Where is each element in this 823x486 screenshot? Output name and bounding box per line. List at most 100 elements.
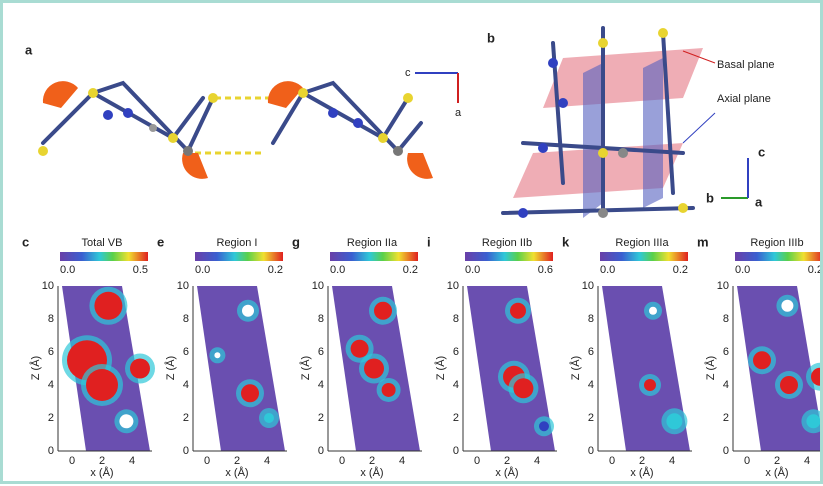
density-blob: [351, 340, 369, 358]
density-blob: [510, 303, 526, 319]
panel-letter: a: [25, 42, 33, 57]
density-blob: [644, 379, 656, 391]
x-tick-label: 0: [609, 455, 615, 467]
density-blob: [374, 302, 392, 320]
x-tick-label: 0: [744, 455, 750, 467]
z-tick-label: 0: [453, 445, 459, 457]
z-tick-label: 10: [447, 280, 459, 292]
x-axis-label: x (Å): [630, 466, 653, 479]
z-axis-label: Z (Å): [704, 356, 717, 380]
chain-structure: [38, 81, 433, 179]
density-blob: [781, 300, 793, 312]
density-blob: [86, 369, 118, 401]
density-blob: [513, 378, 533, 398]
z-tick-label: 4: [183, 379, 189, 391]
plane-label: Axial plane: [717, 93, 771, 105]
density-blob: [649, 307, 657, 315]
panel-letter: i: [427, 234, 431, 249]
scale-label: 0.0: [330, 264, 345, 276]
colorbar: [60, 252, 148, 261]
colorbar: [195, 252, 283, 261]
density-blob: [539, 421, 549, 431]
z-axis-label: Z (Å): [164, 356, 177, 380]
axis-label: a: [755, 194, 763, 209]
axis-label: a: [455, 107, 462, 119]
pointer: [683, 113, 715, 143]
density-blob: [382, 383, 396, 397]
z-tick-label: 6: [588, 346, 594, 358]
z-tick-label: 8: [318, 313, 324, 325]
z-tick-label: 6: [48, 346, 54, 358]
z-tick-label: 2: [453, 412, 459, 424]
colorbar: [735, 252, 820, 261]
z-tick-label: 8: [588, 313, 594, 325]
density-blob: [119, 414, 133, 428]
x-tick-label: 2: [234, 455, 240, 467]
axis-label: b: [706, 190, 714, 205]
z-tick-label: 10: [312, 280, 324, 292]
scale-label: 0.2: [403, 264, 418, 276]
z-tick-label: 6: [318, 346, 324, 358]
scale-label: 0.5: [133, 264, 148, 276]
axis-label: c: [405, 67, 411, 79]
z-tick-label: 6: [183, 346, 189, 358]
x-tick-label: 0: [339, 455, 345, 467]
density-blob: [94, 292, 122, 320]
x-tick-label: 4: [399, 455, 405, 467]
x-tick-label: 2: [99, 455, 105, 467]
density-blob: [666, 413, 682, 429]
z-tick-label: 10: [177, 280, 189, 292]
panel-letter: m: [697, 234, 709, 249]
z-tick-label: 10: [717, 280, 729, 292]
colorbar: [600, 252, 688, 261]
colorbar: [330, 252, 418, 261]
density-blob: [753, 351, 771, 369]
panel-letter: c: [22, 234, 29, 249]
z-axis-label: Z (Å): [434, 356, 447, 380]
scale-label: 0.0: [195, 264, 210, 276]
z-tick-label: 4: [318, 379, 324, 391]
scale-label: 0.0: [600, 264, 615, 276]
density-blob: [214, 352, 220, 358]
x-tick-label: 2: [369, 455, 375, 467]
x-tick-label: 2: [774, 455, 780, 467]
x-tick-label: 4: [534, 455, 540, 467]
density-blob: [264, 413, 274, 423]
map-title: Region I: [217, 237, 258, 249]
z-tick-label: 2: [588, 412, 594, 424]
map-title: Total VB: [82, 237, 123, 249]
plane-label: Basal plane: [717, 59, 775, 71]
density-blob: [780, 376, 798, 394]
z-tick-label: 2: [183, 412, 189, 424]
x-tick-label: 0: [204, 455, 210, 467]
x-tick-label: 4: [804, 455, 810, 467]
z-axis-label: Z (Å): [569, 356, 582, 380]
panel-letter: e: [157, 234, 164, 249]
panel-letter: b: [487, 30, 495, 45]
z-axis-label: Z (Å): [29, 356, 42, 380]
x-axis-label: x (Å): [360, 466, 383, 479]
z-tick-label: 10: [42, 280, 54, 292]
density-blob: [364, 359, 384, 379]
density-blob: [242, 305, 254, 317]
x-tick-label: 4: [264, 455, 270, 467]
scale-label: 0.2: [808, 264, 820, 276]
z-tick-label: 0: [318, 445, 324, 457]
density-blob: [241, 384, 259, 402]
figure: a c a b Basal plane Axial plane b c a cT…: [0, 0, 823, 484]
x-axis-label: x (Å): [225, 466, 248, 479]
z-tick-label: 10: [582, 280, 594, 292]
x-tick-label: 0: [69, 455, 75, 467]
density-blob: [130, 359, 150, 379]
z-axis-label: Z (Å): [299, 356, 312, 380]
z-tick-label: 4: [453, 379, 459, 391]
panel-letter: g: [292, 234, 300, 249]
z-tick-label: 8: [183, 313, 189, 325]
scale-label: 0.2: [268, 264, 283, 276]
map-title: Region IIa: [347, 237, 398, 249]
scale-label: 0.2: [673, 264, 688, 276]
z-tick-label: 6: [453, 346, 459, 358]
z-tick-label: 0: [588, 445, 594, 457]
z-tick-label: 2: [318, 412, 324, 424]
